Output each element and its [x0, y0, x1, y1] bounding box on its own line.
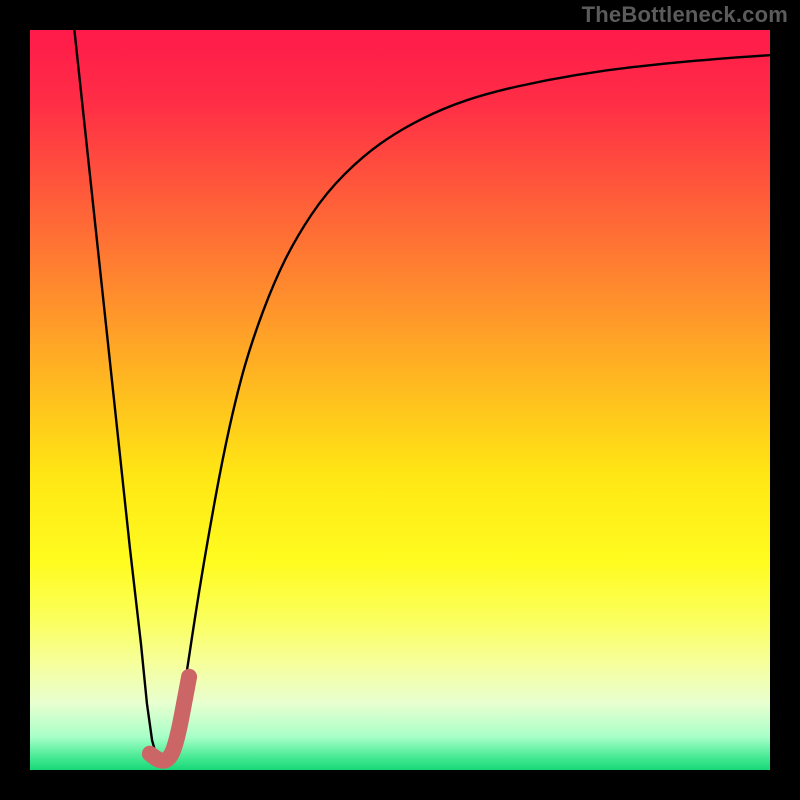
plot-background: [30, 30, 770, 770]
watermark-text: TheBottleneck.com: [582, 2, 788, 28]
chart-outer-frame: TheBottleneck.com: [0, 0, 800, 800]
bottleneck-chart: [0, 0, 800, 800]
